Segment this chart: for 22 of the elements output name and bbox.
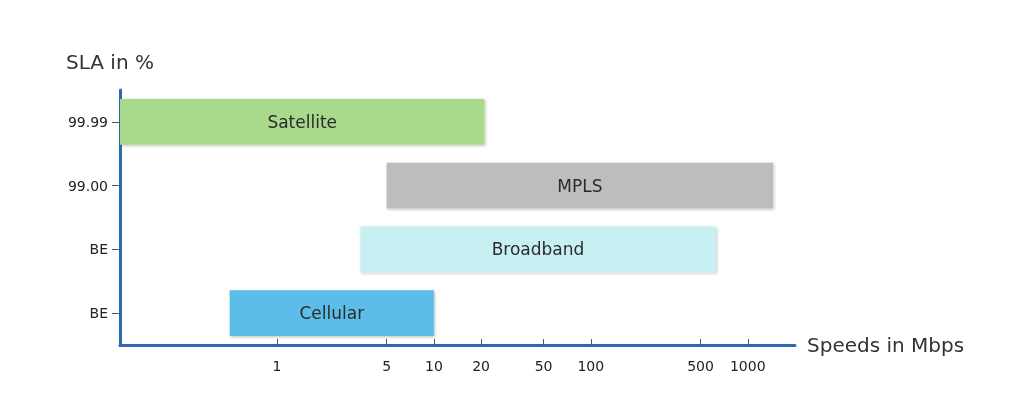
- y-tick-label: BE: [89, 241, 108, 258]
- x-tick-label: 500: [687, 358, 714, 374]
- x-tick-label: 50: [534, 358, 553, 374]
- y-tick-label: 99.00: [67, 177, 108, 194]
- x-tick-label: 1: [272, 358, 282, 374]
- data-label: Cellular: [299, 303, 365, 324]
- y-tick-label: 99.99: [67, 113, 108, 130]
- y-tick-label: BE: [89, 305, 108, 322]
- y-axis-title: SLA in %: [66, 50, 154, 74]
- bar: [386, 162, 774, 209]
- x-tick-label: 10: [424, 358, 443, 374]
- data-label: Broadband: [491, 239, 585, 260]
- bar: [229, 290, 434, 337]
- x-tick-label: 20: [472, 358, 491, 374]
- data-label: Satellite: [267, 111, 338, 132]
- bar: [120, 98, 485, 145]
- bar: [360, 226, 716, 273]
- x-tick-label: 100: [577, 358, 605, 374]
- x-tick-label: 1000: [729, 358, 766, 374]
- data-label: MPLS: [557, 175, 603, 196]
- x-tick-label: 5: [382, 358, 392, 374]
- x-axis-title: Speeds in Mbps: [807, 333, 965, 357]
